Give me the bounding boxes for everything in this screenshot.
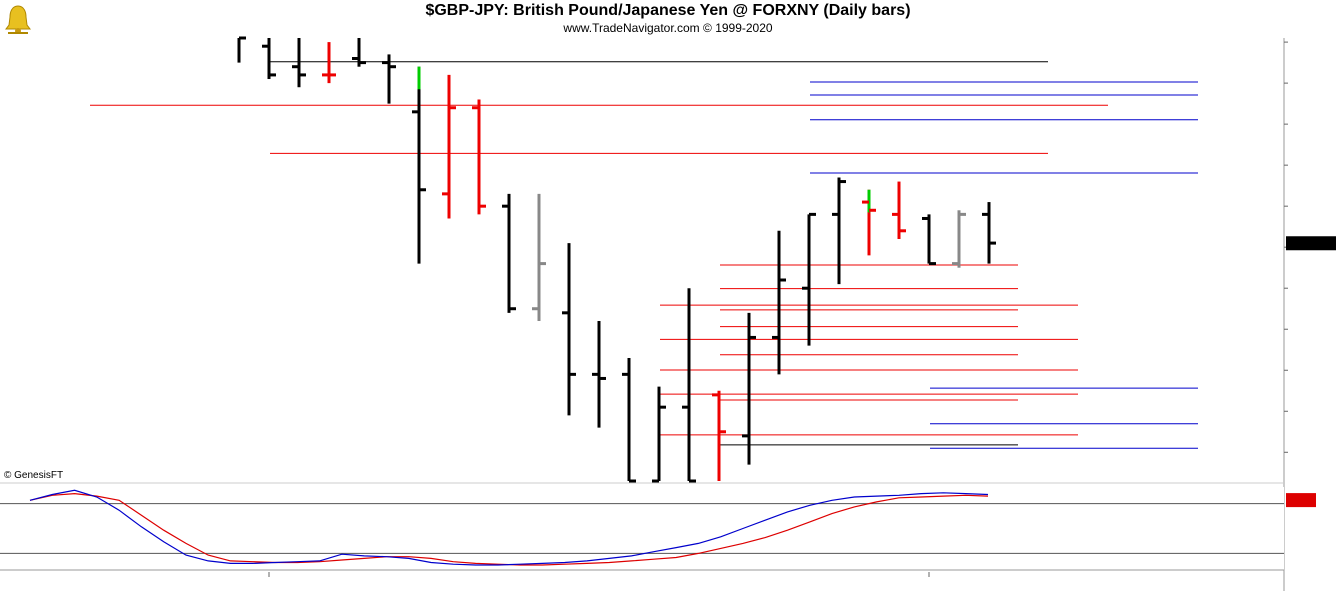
chart-title: $GBP-JPY: British Pound/Japanese Yen @ F… <box>425 2 911 19</box>
stochastic-plot-area <box>0 487 1284 570</box>
stochastic-last-tag <box>1286 493 1316 508</box>
stochastic-panel <box>0 487 1316 571</box>
stochastic-series-line <box>29 489 989 566</box>
copyright-label: © GenesisFT <box>4 470 63 481</box>
price-panel <box>0 36 1336 591</box>
last-price-tag <box>1286 236 1336 251</box>
chart-subtitle: www.TradeNavigator.com © 1999-2020 <box>563 21 773 35</box>
bell-icon[interactable] <box>3 3 33 35</box>
chart-header: $GBP-JPY: British Pound/Japanese Yen @ F… <box>0 0 1336 38</box>
price-plot-area <box>0 38 1284 481</box>
